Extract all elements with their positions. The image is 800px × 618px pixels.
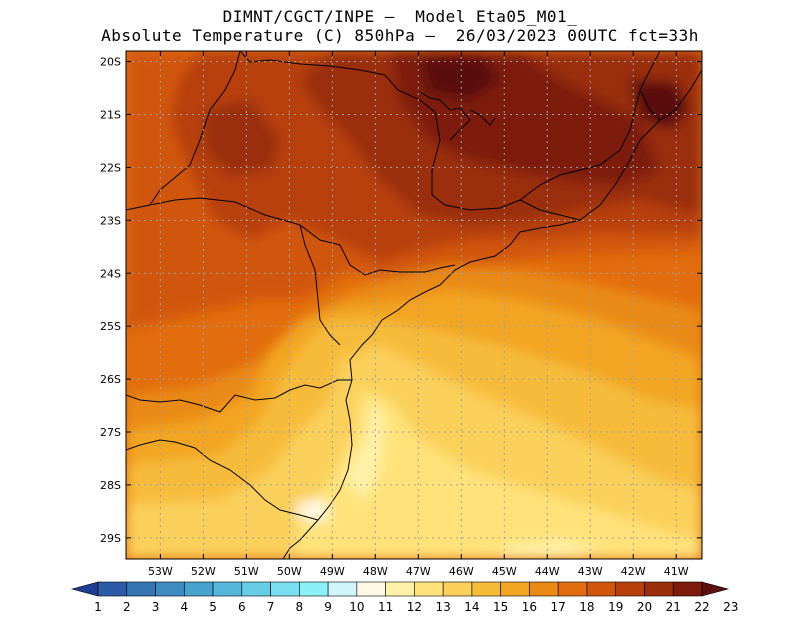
colorbar-label: 1: [94, 600, 102, 614]
state-border-pr-ms: [299, 224, 341, 346]
colorbar-segment: [299, 581, 329, 597]
colorbar-segment: [385, 581, 415, 597]
colorbar-label: 17: [551, 600, 566, 614]
colorbar-label: 7: [267, 600, 275, 614]
colorbar-segment: [327, 581, 358, 597]
lon-tick-label: 53W: [148, 565, 173, 578]
temp-region: [500, 540, 600, 559]
colorbar-segment: [586, 581, 617, 597]
lat-tick-label: 26S: [100, 373, 121, 386]
colorbar-high-arrow: [701, 581, 730, 597]
lon-tick-label: 43W: [578, 565, 603, 578]
coastline: [282, 69, 702, 559]
lat-tick-label: 24S: [100, 267, 121, 280]
colorbar: 1 2 3 4 5 6 7 8 9 10 11 12 13 14 15 16 17 18 19 20 21 22 23: [70, 581, 738, 614]
lat-tick-label: 23S: [100, 214, 121, 227]
lon-tick-label: 44W: [535, 565, 560, 578]
colorbar-label: 18: [579, 600, 594, 614]
lon-tick-label: 47W: [406, 565, 431, 578]
colorbar-label: 19: [608, 600, 623, 614]
colorbar-segment: [644, 581, 674, 597]
colorbar-segment: [442, 581, 473, 597]
map-frame: [125, 50, 703, 560]
lat-tick-label: 25S: [100, 320, 121, 333]
colorbar-label: 2: [123, 600, 131, 614]
state-border-sc-rs: [126, 439, 319, 521]
colorbar-label: 10: [349, 600, 364, 614]
lat-tick-label: 28S: [100, 479, 121, 492]
latitude-axis: 20S 21S 22S 23S 24S 25S 26S 27S 28S 29S: [100, 56, 702, 545]
lat-tick-label: 20S: [100, 56, 121, 69]
colorbar-segment: [557, 581, 588, 597]
state-border-mg-sp: [239, 51, 661, 211]
colorbar-low-arrow: [70, 581, 99, 597]
lon-tick-label: 41W: [664, 565, 689, 578]
colorbar-segment: [183, 581, 214, 597]
colorbar-segment: [212, 581, 243, 597]
lon-tick-label: 45W: [492, 565, 517, 578]
colorbar-label: 6: [238, 600, 246, 614]
colorbar-segment: [155, 581, 185, 597]
lat-tick-label: 27S: [100, 426, 121, 439]
lon-tick-label: 48W: [363, 565, 388, 578]
temp-region: [205, 100, 280, 175]
colorbar-segment: [672, 581, 703, 597]
colorbar-segment: [356, 581, 386, 597]
temp-region: [630, 80, 690, 130]
colorbar-label: 14: [464, 600, 479, 614]
colorbar-label: 11: [378, 600, 393, 614]
colorbar-label: 15: [493, 600, 508, 614]
state-border-mg-rj: [519, 199, 581, 221]
title-line-2: Absolute Temperature (C) 850hPa – 26/03/…: [101, 26, 699, 45]
colorbar-label: 22: [694, 600, 709, 614]
colorbar-segment: [270, 581, 300, 597]
colorbar-segment: [471, 581, 501, 597]
colorbar-label: 16: [522, 600, 537, 614]
colorbar-segment: [241, 581, 271, 597]
colorbar-label: 20: [637, 600, 652, 614]
state-border-pr-sc: [126, 379, 352, 413]
colorbar-label: 3: [152, 600, 160, 614]
colorbar-segment: [97, 581, 128, 597]
colorbar-segment: [529, 581, 559, 597]
lon-tick-label: 50W: [277, 565, 302, 578]
lon-tick-label: 42W: [621, 565, 646, 578]
colorbar-label: 5: [209, 600, 217, 614]
lon-tick-label: 52W: [191, 565, 216, 578]
colorbar-label: 21: [666, 600, 681, 614]
lat-tick-label: 21S: [100, 109, 121, 122]
colorbar-segment: [500, 581, 530, 597]
state-border-sp-ms: [149, 51, 241, 206]
map-borders: [126, 51, 702, 559]
longitude-axis: 53W 52W 51W 50W 49W 48W 47W 46W 45W 44W 43W 42W 41W: [148, 51, 689, 578]
colorbar-label: 8: [296, 600, 304, 614]
title-line-1: DIMNT/CGCT/INPE – Model Eta05_M01_: [222, 7, 578, 26]
temp-region: [290, 390, 702, 559]
state-border-mg-es: [639, 89, 661, 121]
colorbar-segment: [414, 581, 444, 597]
colorbar-label: 4: [180, 600, 188, 614]
temp-region: [420, 55, 500, 100]
state-border-sp-pr: [126, 197, 456, 276]
colorbar-segment: [615, 581, 645, 597]
grid-lines: [126, 51, 702, 559]
lon-tick-label: 46W: [449, 565, 474, 578]
colorbar-label: 9: [324, 600, 332, 614]
colorbar-label: 12: [407, 600, 422, 614]
colorbar-segment: [126, 581, 156, 597]
reservoir-lines: [419, 91, 496, 141]
lon-tick-label: 51W: [234, 565, 259, 578]
colorbar-label: 13: [436, 600, 451, 614]
colorbar-label: 23: [723, 600, 738, 614]
temperature-field: [126, 51, 702, 559]
lon-tick-label: 49W: [320, 565, 345, 578]
lat-tick-label: 22S: [100, 161, 121, 174]
lat-tick-label: 29S: [100, 532, 121, 545]
